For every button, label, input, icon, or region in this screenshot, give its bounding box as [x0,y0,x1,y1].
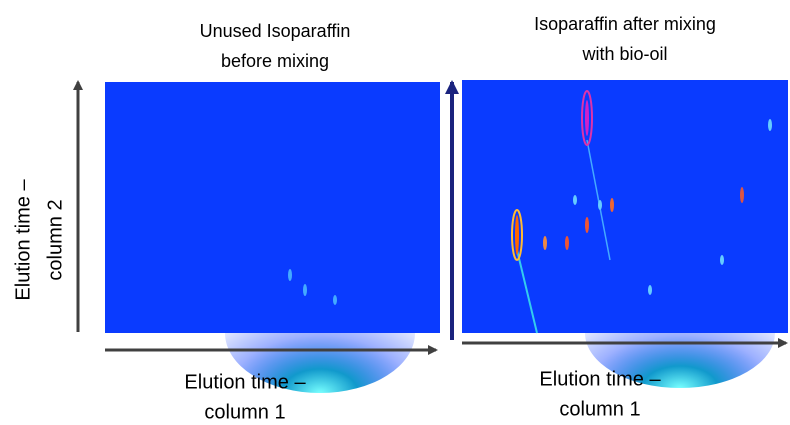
panel-title: Unused Isoparaffin [200,21,351,41]
x-axis-label: column 1 [559,398,640,420]
y-axis-label: Elution time – [12,179,34,301]
panel-title: Isoparaffin after mixing [534,14,716,34]
x-axis-label: column 1 [204,401,285,423]
panel-title: with bio-oil [581,44,667,64]
x-axis-label: Elution time – [184,371,306,393]
heatmap-left [105,82,440,393]
heatmap-right [462,80,788,388]
x-axis-label: Elution time – [539,368,661,390]
panel-title: before mixing [221,51,329,71]
y-axis-label: column 2 [44,199,66,280]
